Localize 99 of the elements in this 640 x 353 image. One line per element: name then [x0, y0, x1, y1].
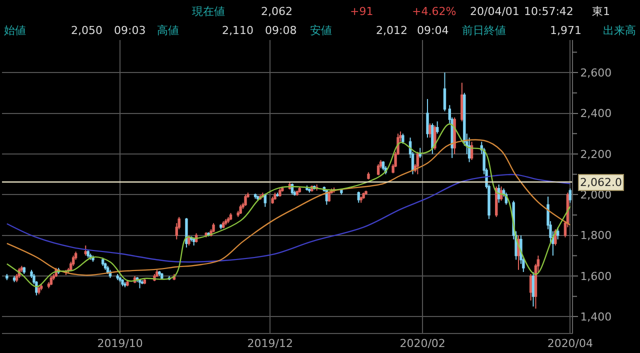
x-tick-label: 2019/10 — [97, 337, 143, 350]
candlestick — [92, 255, 94, 262]
candlestick — [568, 188, 572, 204]
candlestick — [239, 204, 242, 214]
candlestick — [367, 172, 370, 180]
candlestick — [229, 212, 232, 221]
candlestick — [86, 249, 90, 258]
y-tick-label: 2,200 — [580, 148, 612, 161]
candlestick — [138, 278, 142, 289]
text: 始値 — [4, 24, 26, 37]
text: 高値 — [157, 24, 179, 37]
candlestick — [364, 190, 368, 196]
candlestick — [431, 122, 434, 154]
text: 10:57:42 — [524, 5, 574, 18]
candlestick — [306, 184, 308, 192]
candlestick — [6, 273, 8, 281]
candlestick — [529, 273, 532, 301]
candlestick — [443, 72, 446, 112]
candlestick — [532, 271, 535, 308]
candlestick — [271, 196, 274, 204]
candlestick — [308, 188, 311, 194]
text: 09:04 — [417, 24, 449, 37]
candlestick — [222, 220, 225, 229]
candlestick — [264, 193, 267, 208]
candlestick — [84, 245, 87, 256]
candlestick — [556, 226, 560, 240]
candlestick — [158, 270, 161, 277]
candlestick — [402, 133, 404, 144]
candlestick — [470, 141, 474, 161]
x-tick-label: 2019/12 — [247, 337, 293, 350]
text: 東1 — [592, 5, 610, 18]
line-series — [6, 123, 571, 288]
candlestick — [12, 276, 16, 283]
candlestick — [298, 186, 301, 194]
candlestick — [220, 224, 222, 230]
y-tick-label: 2,600 — [580, 66, 612, 80]
candlestick — [185, 218, 188, 248]
candlestick — [497, 184, 500, 204]
candlestick — [140, 280, 144, 285]
candlestick — [274, 192, 276, 200]
candlestick — [226, 216, 230, 224]
text: 1,971 — [550, 24, 582, 37]
candlestick — [72, 255, 75, 266]
y-tick-label: 1,800 — [580, 229, 612, 242]
candlestick — [50, 276, 53, 286]
candlestick — [362, 192, 365, 200]
text: +91 — [350, 5, 374, 18]
candlestick — [276, 192, 279, 198]
text: 09:03 — [114, 24, 146, 37]
candlestick — [22, 266, 26, 274]
line-series — [6, 174, 571, 263]
candlestick — [428, 122, 432, 138]
text: 2,062 — [261, 5, 292, 18]
candlestick — [382, 160, 385, 171]
candlestick — [357, 191, 360, 204]
text: 前日終値 — [462, 24, 506, 37]
line-series — [6, 139, 571, 276]
candlestick — [278, 188, 282, 198]
candlestick — [156, 269, 158, 278]
candlestick — [118, 276, 122, 283]
text: 現在値 — [192, 5, 225, 18]
text: 09:08 — [265, 24, 297, 37]
candlestick — [38, 286, 40, 295]
candlestick — [116, 273, 119, 281]
candlestick — [101, 257, 104, 266]
candlestick — [212, 222, 215, 233]
y-tick-label: 2,400 — [580, 107, 612, 120]
y-tick-label: 1,400 — [580, 310, 612, 324]
text: 2,012 — [376, 24, 408, 37]
candlestick — [40, 284, 43, 291]
candlestick — [188, 234, 190, 246]
ref-line-label: 2,062.0 — [580, 176, 622, 189]
candlestick — [106, 265, 110, 274]
candlestick — [426, 98, 429, 138]
candlestick — [192, 236, 196, 246]
text: +4.62% — [412, 5, 456, 18]
candlestick — [254, 193, 257, 200]
candlestick — [281, 186, 284, 192]
candlestick — [124, 282, 126, 288]
candlestick — [360, 196, 362, 204]
candlestick — [436, 120, 439, 134]
candlestick — [244, 194, 247, 206]
text: 2,110 — [222, 24, 254, 37]
text: 2,050 — [71, 24, 102, 37]
text: 出来高 — [603, 24, 636, 37]
candlestick — [376, 164, 380, 176]
candlestick — [416, 151, 420, 175]
candlestick — [126, 280, 129, 287]
candlestick — [418, 147, 422, 159]
text: 20/04/01 — [470, 5, 520, 18]
x-tick-label: 2020/04 — [547, 337, 594, 350]
candlestick — [224, 218, 228, 226]
candlestick — [468, 137, 471, 163]
candlestick — [121, 278, 124, 287]
text: 安値 — [310, 24, 332, 37]
candlestick — [453, 116, 456, 154]
x-tick-label: 2020/02 — [400, 337, 446, 350]
candlestick — [460, 82, 464, 122]
y-tick-label: 1,600 — [580, 270, 612, 283]
